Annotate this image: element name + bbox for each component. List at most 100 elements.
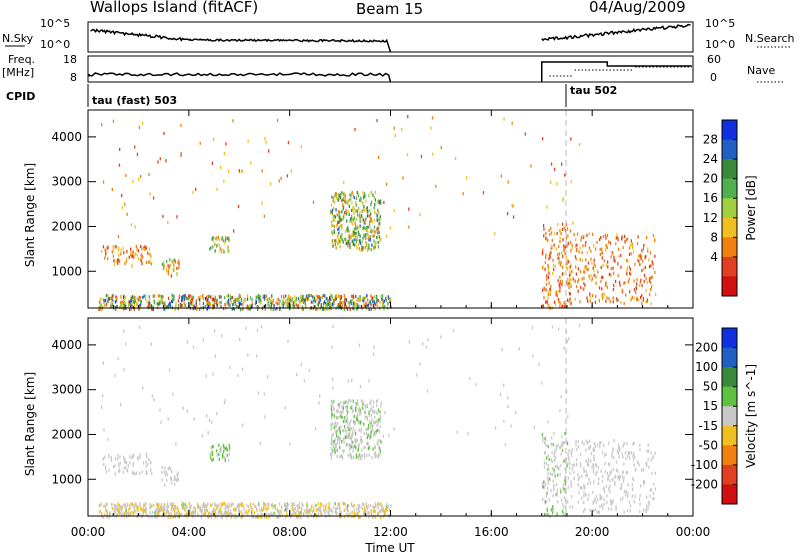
data-cell bbox=[338, 196, 340, 200]
data-cell bbox=[220, 248, 222, 252]
data-cell bbox=[302, 307, 304, 311]
data-cell bbox=[366, 436, 368, 440]
data-cell bbox=[381, 508, 383, 512]
data-cell bbox=[356, 209, 358, 213]
data-cell bbox=[376, 218, 378, 222]
data-cell bbox=[361, 239, 364, 243]
data-cell bbox=[361, 439, 363, 443]
data-cell bbox=[563, 248, 565, 252]
data-cell bbox=[402, 176, 404, 180]
data-cell bbox=[385, 234, 388, 238]
data-cell bbox=[359, 210, 361, 214]
data-cell bbox=[171, 259, 173, 263]
data-cell bbox=[143, 248, 146, 252]
data-cell bbox=[313, 509, 315, 513]
data-cell bbox=[626, 266, 628, 270]
data-cell bbox=[375, 400, 378, 404]
data-cell bbox=[357, 193, 360, 197]
data-cell bbox=[214, 508, 216, 512]
data-cell bbox=[368, 379, 370, 383]
data-cell bbox=[645, 289, 647, 293]
data-cell bbox=[367, 426, 369, 430]
data-cell bbox=[205, 505, 207, 509]
data-cell bbox=[129, 512, 132, 516]
data-cell bbox=[561, 227, 564, 231]
data-cell bbox=[332, 217, 334, 221]
data-cell bbox=[317, 512, 320, 516]
data-cell bbox=[310, 293, 312, 298]
data-cell bbox=[634, 262, 636, 266]
data-cell bbox=[137, 505, 139, 509]
data-cell bbox=[612, 300, 614, 304]
data-cell bbox=[322, 302, 325, 306]
data-cell bbox=[359, 412, 361, 416]
data-cell bbox=[387, 295, 389, 299]
data-cell bbox=[138, 298, 140, 302]
data-cell bbox=[237, 204, 240, 209]
data-cell bbox=[193, 304, 195, 308]
data-cell bbox=[549, 287, 551, 291]
data-cell bbox=[641, 294, 643, 298]
data-cell bbox=[559, 301, 561, 305]
data-cell bbox=[544, 436, 546, 441]
data-cell bbox=[563, 513, 565, 517]
data-cell bbox=[379, 449, 382, 454]
data-cell bbox=[138, 295, 141, 299]
data-cell bbox=[568, 277, 570, 282]
data-cell bbox=[337, 415, 339, 419]
data-cell bbox=[621, 237, 623, 241]
data-cell bbox=[144, 246, 146, 250]
data-cell bbox=[232, 307, 234, 311]
data-cell bbox=[200, 506, 202, 510]
data-cell bbox=[616, 233, 618, 237]
data-cell bbox=[359, 239, 361, 243]
data-cell bbox=[364, 403, 366, 407]
data-cell bbox=[342, 203, 344, 207]
data-cell bbox=[358, 515, 360, 519]
data-cell bbox=[378, 235, 380, 239]
data-cell bbox=[123, 329, 125, 333]
data-cell bbox=[624, 281, 626, 285]
data-cell bbox=[340, 300, 342, 304]
data-cell bbox=[580, 285, 582, 290]
data-cell bbox=[342, 205, 345, 209]
data-cell bbox=[232, 295, 234, 300]
data-cell bbox=[608, 297, 610, 301]
data-cell bbox=[161, 478, 163, 482]
data-cell bbox=[128, 300, 130, 304]
data-cell bbox=[551, 272, 554, 276]
data-cell bbox=[639, 448, 641, 452]
x-tick-label: 00:00 bbox=[676, 525, 711, 539]
data-cell bbox=[99, 307, 101, 311]
data-cell bbox=[311, 509, 314, 513]
data-cell bbox=[568, 281, 570, 285]
data-cell bbox=[381, 294, 384, 298]
data-cell bbox=[180, 304, 182, 308]
data-cell bbox=[583, 276, 585, 280]
data-cell bbox=[586, 296, 588, 300]
data-cell bbox=[345, 433, 347, 437]
data-cell bbox=[329, 506, 331, 510]
data-cell bbox=[422, 342, 424, 346]
data-cell bbox=[552, 507, 554, 511]
colorbar-swatch bbox=[722, 159, 737, 180]
data-cell bbox=[129, 513, 131, 517]
data-cell bbox=[553, 458, 555, 462]
data-cell bbox=[344, 193, 346, 197]
data-cell bbox=[564, 245, 567, 249]
data-cell bbox=[178, 266, 180, 270]
data-cell bbox=[333, 230, 335, 235]
data-cell bbox=[581, 440, 583, 444]
data-cell bbox=[550, 458, 552, 462]
data-cell bbox=[614, 482, 616, 486]
data-cell bbox=[213, 302, 215, 306]
data-cell bbox=[621, 452, 623, 456]
data-cell bbox=[353, 508, 356, 512]
data-cell bbox=[568, 286, 570, 290]
data-cell bbox=[134, 252, 137, 256]
data-cell bbox=[140, 299, 143, 304]
data-cell bbox=[124, 503, 127, 507]
data-cell bbox=[331, 345, 333, 349]
data-cell bbox=[389, 226, 391, 230]
data-cell bbox=[548, 228, 550, 233]
